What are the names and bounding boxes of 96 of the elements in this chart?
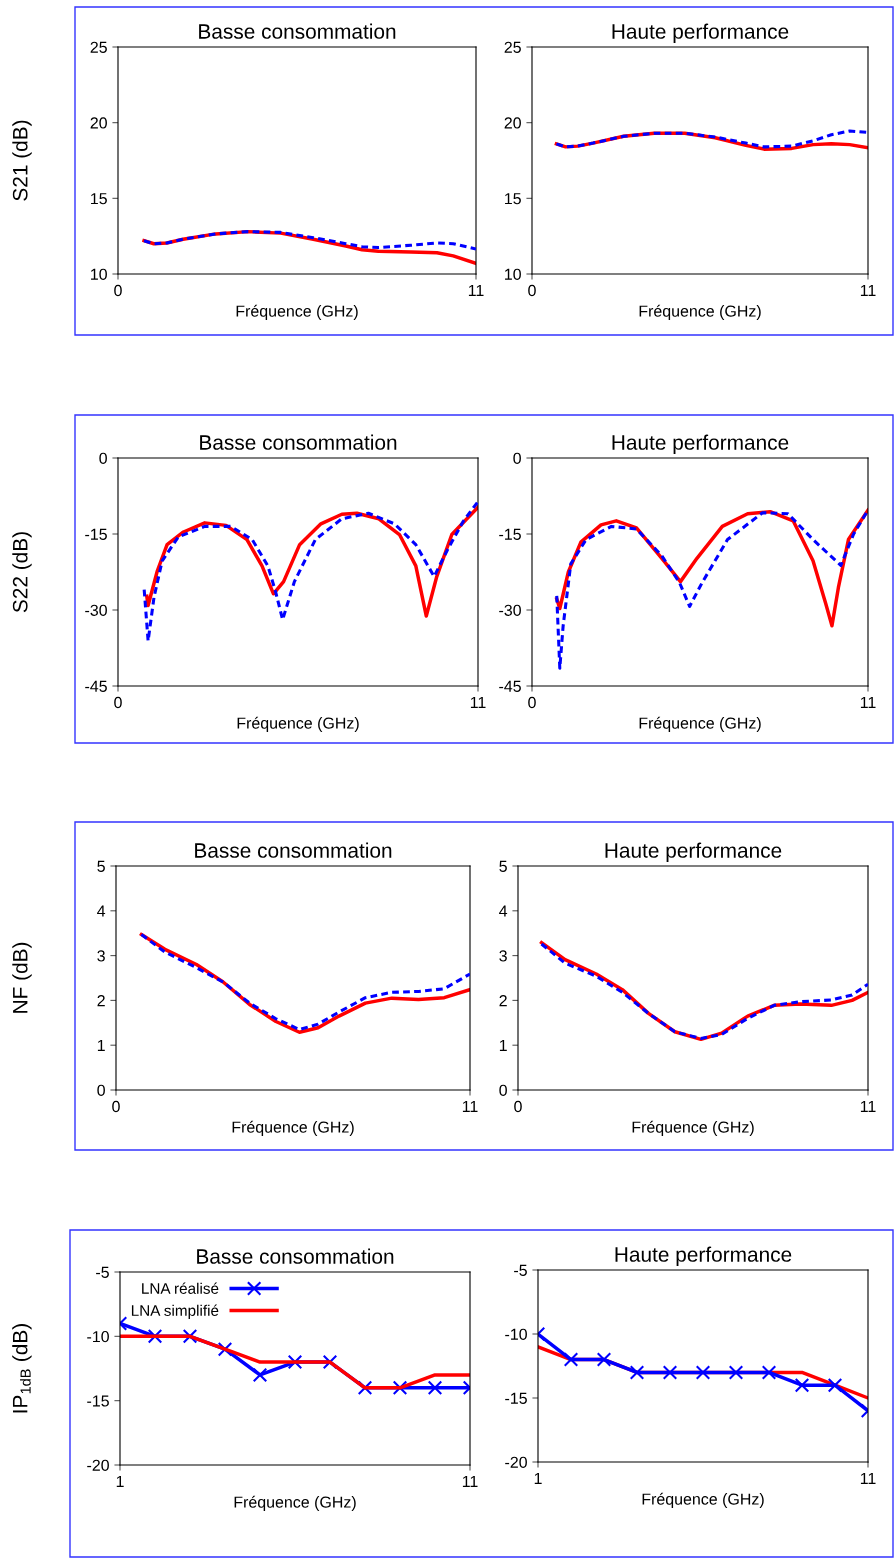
y-axis-title: S22 (dB) — [12, 532, 32, 613]
y-tick-label: 5 — [499, 860, 507, 872]
y-tick-label: 2 — [499, 995, 507, 1007]
x-axis-title: Fréquence (GHz) — [232, 1120, 354, 1136]
point — [662, 1365, 678, 1380]
y-tick-label: 1 — [97, 1040, 105, 1051]
point — [728, 1365, 744, 1380]
x-tick-label: 11 — [470, 697, 486, 708]
x-tick-label: 0 — [114, 696, 122, 709]
y-tick-label: 1 — [499, 1040, 507, 1051]
x-tick-label: 0 — [528, 696, 536, 709]
y-tick-label: -20 — [87, 1459, 109, 1471]
chart-title: Basse consommation — [197, 1248, 394, 1264]
y-tick-label: -30 — [499, 604, 521, 616]
point — [182, 1329, 198, 1344]
y-tick-label: -20 — [505, 1456, 527, 1468]
point — [563, 1352, 579, 1367]
legend-label: LNA réalisé — [142, 1282, 219, 1294]
y-tick-label: 0 — [97, 1084, 105, 1096]
y-tick-label: 15 — [505, 193, 521, 205]
chart-title: Haute performance — [612, 23, 789, 43]
y-axis-title: NF (dB) — [12, 942, 32, 1013]
x-axis-title: Fréquence (GHz) — [236, 304, 358, 320]
line-series — [120, 1334, 470, 1390]
x-tick-label: 11 — [462, 1101, 478, 1112]
point — [357, 1380, 373, 1396]
y-tick-label: -10 — [87, 1330, 109, 1343]
x-tick-label: 1 — [116, 1476, 124, 1487]
line-series — [555, 508, 868, 670]
y-tick-label: 4 — [499, 905, 508, 917]
y-tick-label: -10 — [505, 1328, 527, 1340]
chart-title: Haute performance — [605, 842, 782, 862]
legend-label: LNA simplifié — [131, 1304, 219, 1319]
y-tick-label: -15 — [499, 528, 521, 540]
line-series — [142, 230, 476, 251]
x-tick-label: 11 — [860, 285, 876, 296]
y-tick-label: 20 — [504, 117, 521, 129]
y-tick-label: 4 — [97, 905, 106, 917]
point — [794, 1377, 810, 1393]
x-tick-label: 11 — [860, 1101, 876, 1112]
y-tick-label: 15 — [91, 193, 107, 205]
line-series — [142, 500, 478, 643]
chart-title: Basse consommation — [200, 434, 397, 450]
point — [629, 1365, 645, 1380]
y-tick-label: 10 — [505, 268, 521, 280]
point — [287, 1354, 303, 1370]
y-tick-label: -15 — [85, 528, 107, 540]
chart-title: Haute performance — [615, 1246, 792, 1266]
y-tick-label: -45 — [499, 680, 521, 692]
y-tick-label: -30 — [85, 604, 107, 616]
x-tick-label: 1 — [534, 1473, 542, 1484]
y-tick-label: -45 — [85, 680, 107, 692]
x-tick-label: 11 — [860, 697, 876, 708]
y-tick-label: 25 — [90, 41, 107, 53]
x-axis-title: Fréquence (GHz) — [632, 1120, 754, 1136]
x-tick-label: 0 — [112, 1100, 120, 1113]
y-tick-label: 10 — [91, 268, 107, 280]
point — [695, 1365, 711, 1380]
x-tick-label: 11 — [462, 1476, 478, 1487]
x-tick-label: 0 — [528, 284, 536, 297]
y-tick-label: -5 — [514, 1264, 527, 1276]
y-tick-label: 25 — [504, 41, 521, 53]
point — [761, 1365, 777, 1380]
y-tick-label: 5 — [97, 860, 105, 872]
y-tick-label: 2 — [97, 995, 105, 1007]
x-axis-title: Fréquence (GHz) — [237, 716, 359, 732]
point — [596, 1352, 612, 1367]
point — [392, 1380, 408, 1396]
point — [322, 1354, 338, 1370]
x-axis-title: Fréquence (GHz) — [639, 716, 761, 732]
line-series — [145, 505, 478, 618]
y-tick-label: 3 — [499, 950, 507, 962]
y-tick-label: 20 — [90, 117, 107, 129]
y-axis-title: S21 (dB) — [12, 120, 32, 201]
x-axis-title: Fréquence (GHz) — [639, 304, 761, 320]
y-tick-label: 0 — [499, 1084, 507, 1096]
point — [217, 1341, 233, 1357]
y-axis-title: IP$_{1dB}$ (dB) — [12, 1324, 32, 1413]
y-tick-label: -15 — [87, 1395, 109, 1407]
y-tick-label: 3 — [97, 950, 105, 962]
point — [252, 1367, 268, 1383]
x-tick-label: 11 — [860, 1473, 876, 1484]
y-tick-label: -15 — [505, 1392, 527, 1404]
y-tick-label: 0 — [99, 452, 107, 464]
point — [427, 1380, 443, 1396]
chart-title: Basse consommation — [199, 23, 396, 39]
chart-title: Basse consommation — [195, 842, 392, 858]
x-tick-label: 11 — [468, 285, 484, 296]
x-axis-title: Fréquence (GHz) — [234, 1495, 356, 1511]
point — [147, 1329, 163, 1344]
x-axis-title: Fréquence (GHz) — [642, 1492, 764, 1508]
y-tick-label: 0 — [513, 452, 521, 464]
chart-title: Haute performance — [612, 434, 789, 454]
y-tick-label: -5 — [96, 1266, 109, 1278]
x-tick-label: 0 — [114, 284, 122, 297]
point — [827, 1377, 843, 1393]
